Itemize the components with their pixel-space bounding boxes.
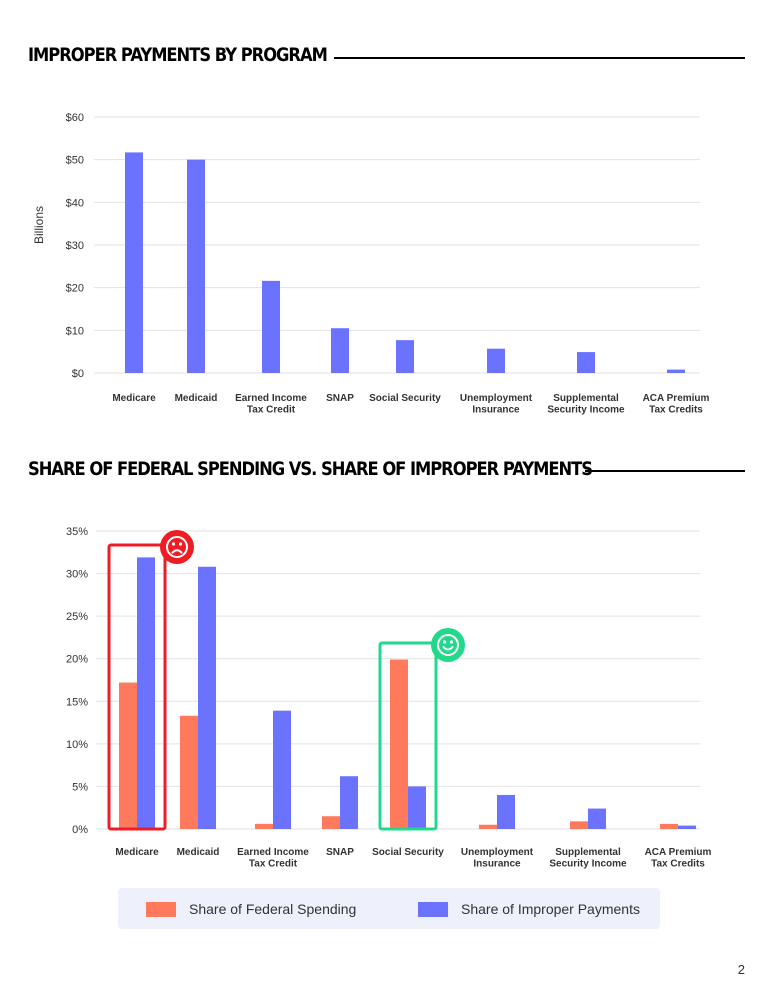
chart2-bar-improper-payments-unemployment (497, 794, 515, 829)
page-number: 2 (737, 962, 745, 977)
chart2-category-label: Medicare (115, 847, 159, 858)
chart2-y-tick-label: 10% (66, 739, 88, 751)
chart1-category-label: Medicare (112, 393, 156, 404)
chart2-category-label: Social Security (372, 847, 444, 858)
chart2-bar-improper-payments-medicare (137, 557, 155, 829)
chart1-bar-improper-payment-snap (331, 328, 349, 373)
chart1-bar-improper-payment-aca-premium (667, 369, 685, 373)
chart1-bar-improper-payment-medicaid (187, 159, 205, 373)
chart2-bar-federal-spending-aca-premium (660, 823, 678, 829)
chart1-category-label: ACA Premium (643, 393, 710, 404)
chart2-y-tick-label: 35% (66, 526, 88, 538)
chart2-bar-federal-spending-medicaid (180, 715, 198, 829)
chart1-category-label: Security Income (547, 405, 625, 416)
legend-item-federal-spending: Share of Federal Spending (146, 901, 356, 917)
chart1-y-tick-label: $10 (66, 325, 84, 337)
chart2-bar-federal-spending-supplemental (570, 821, 588, 829)
section1-title-rule (334, 57, 745, 59)
chart2-y-tick-label: 25% (66, 611, 88, 623)
chart1-category-label: Social Security (369, 393, 441, 404)
smiley-face-icon (431, 628, 465, 662)
section2-title-rule (585, 470, 745, 472)
chart2-category-label: Earned Income (237, 847, 309, 858)
chart1-y-tick-label: $20 (66, 283, 84, 295)
chart1-bar-improper-payment-earned-income (262, 280, 280, 373)
chart1-category-label: SNAP (326, 393, 354, 404)
chart2-category-label: Insurance (473, 859, 521, 870)
legend-label-federal-spending: Share of Federal Spending (189, 901, 357, 917)
chart1-y-tick-label: $50 (66, 155, 84, 167)
chart2-category-label: SNAP (326, 847, 354, 858)
chart1-bar-improper-payment-social-security (396, 340, 414, 373)
chart1-category-label: Medicaid (175, 393, 218, 404)
chart2-highlights (107, 530, 465, 831)
chart1-category-label: Supplemental (553, 393, 619, 404)
legend-item-improper-payments: Share of Improper Payments (418, 901, 640, 917)
chart2-y-tick-label: 0% (72, 824, 88, 836)
chart2-category-label: Unemployment (461, 847, 534, 858)
highlight-box-medicare (107, 543, 167, 831)
chart1-bar-improper-payment-unemployment (487, 348, 505, 373)
chart2-category-label: Medicaid (177, 847, 220, 858)
chart2-y-tick-label: 30% (66, 569, 88, 581)
chart2-bar-federal-spending-medicare (119, 682, 137, 829)
highlight-box-social-security (378, 641, 438, 831)
chart1-bar-improper-payment-medicare (125, 152, 143, 373)
improper-payments-chart: $0 $10 $20 $30 $40 $50 $60 Medicare Medicaid Ear… (32, 112, 710, 416)
share-comparison-chart: 0% 5% 10% 15% 20% 25% 30% 35% Medicare Medicaid E… (66, 526, 712, 870)
chart2-bar-improper-payments-social-security (408, 786, 426, 829)
chart2-y-tick-label: 15% (66, 696, 88, 708)
chart2-bar-federal-spending-unemployment (479, 824, 497, 829)
chart2-y-tick-label: 5% (72, 781, 88, 793)
sad-face-icon (160, 530, 194, 564)
chart2-bar-improper-payments-earned-income (273, 710, 291, 829)
chart2-legend: Share of Federal Spending Share of Impro… (118, 888, 660, 929)
section2-title: SHARE OF FEDERAL SPENDING VS. SHARE OF I… (28, 458, 593, 480)
chart2-bar-federal-spending-snap (322, 816, 340, 829)
chart1-y-axis-label: Billions (32, 206, 46, 244)
legend-swatch-federal-spending (146, 901, 176, 917)
chart1-category-label: Insurance (472, 405, 520, 416)
chart1-category-label: Tax Credits (649, 405, 703, 416)
chart2-bar-federal-spending-earned-income (255, 823, 273, 829)
chart2-category-label: ACA Premium (645, 847, 712, 858)
chart1-category-label: Tax Credit (247, 405, 296, 416)
chart1-y-tick-label: $60 (66, 112, 84, 124)
chart2-bar-improper-payments-aca-premium (678, 825, 696, 829)
chart2-bar-improper-payments-medicaid (198, 566, 216, 829)
chart1-bar-improper-payment-supplemental (577, 352, 595, 373)
chart1-y-tick-label: $30 (66, 240, 84, 252)
chart2-y-tick-label: 20% (66, 654, 88, 666)
chart1-bars (125, 152, 685, 373)
legend-swatch-improper-payments (418, 901, 448, 917)
chart2-category-label: Tax Credits (651, 859, 705, 870)
chart1-category-label: Earned Income (235, 393, 307, 404)
chart1-y-ticks: $0 $10 $20 $30 $40 $50 $60 (66, 112, 84, 380)
chart2-category-label: Security Income (549, 859, 627, 870)
chart2-category-label: Tax Credit (249, 859, 298, 870)
chart1-y-tick-label: $0 (72, 368, 84, 380)
section1-title: IMPROPER PAYMENTS BY PROGRAM (28, 44, 328, 66)
chart2-bar-improper-payments-supplemental (588, 808, 606, 829)
chart2-category-label: Supplemental (555, 847, 621, 858)
chart2-bar-federal-spending-social-security (390, 659, 408, 829)
chart1-category-label: Unemployment (460, 393, 533, 404)
chart2-bar-improper-payments-snap (340, 776, 358, 829)
chart2-y-ticks: 0% 5% 10% 15% 20% 25% 30% 35% (66, 526, 88, 836)
legend-label-improper-payments: Share of Improper Payments (461, 901, 640, 917)
chart1-y-tick-label: $40 (66, 197, 84, 209)
chart2-bars (119, 557, 696, 829)
